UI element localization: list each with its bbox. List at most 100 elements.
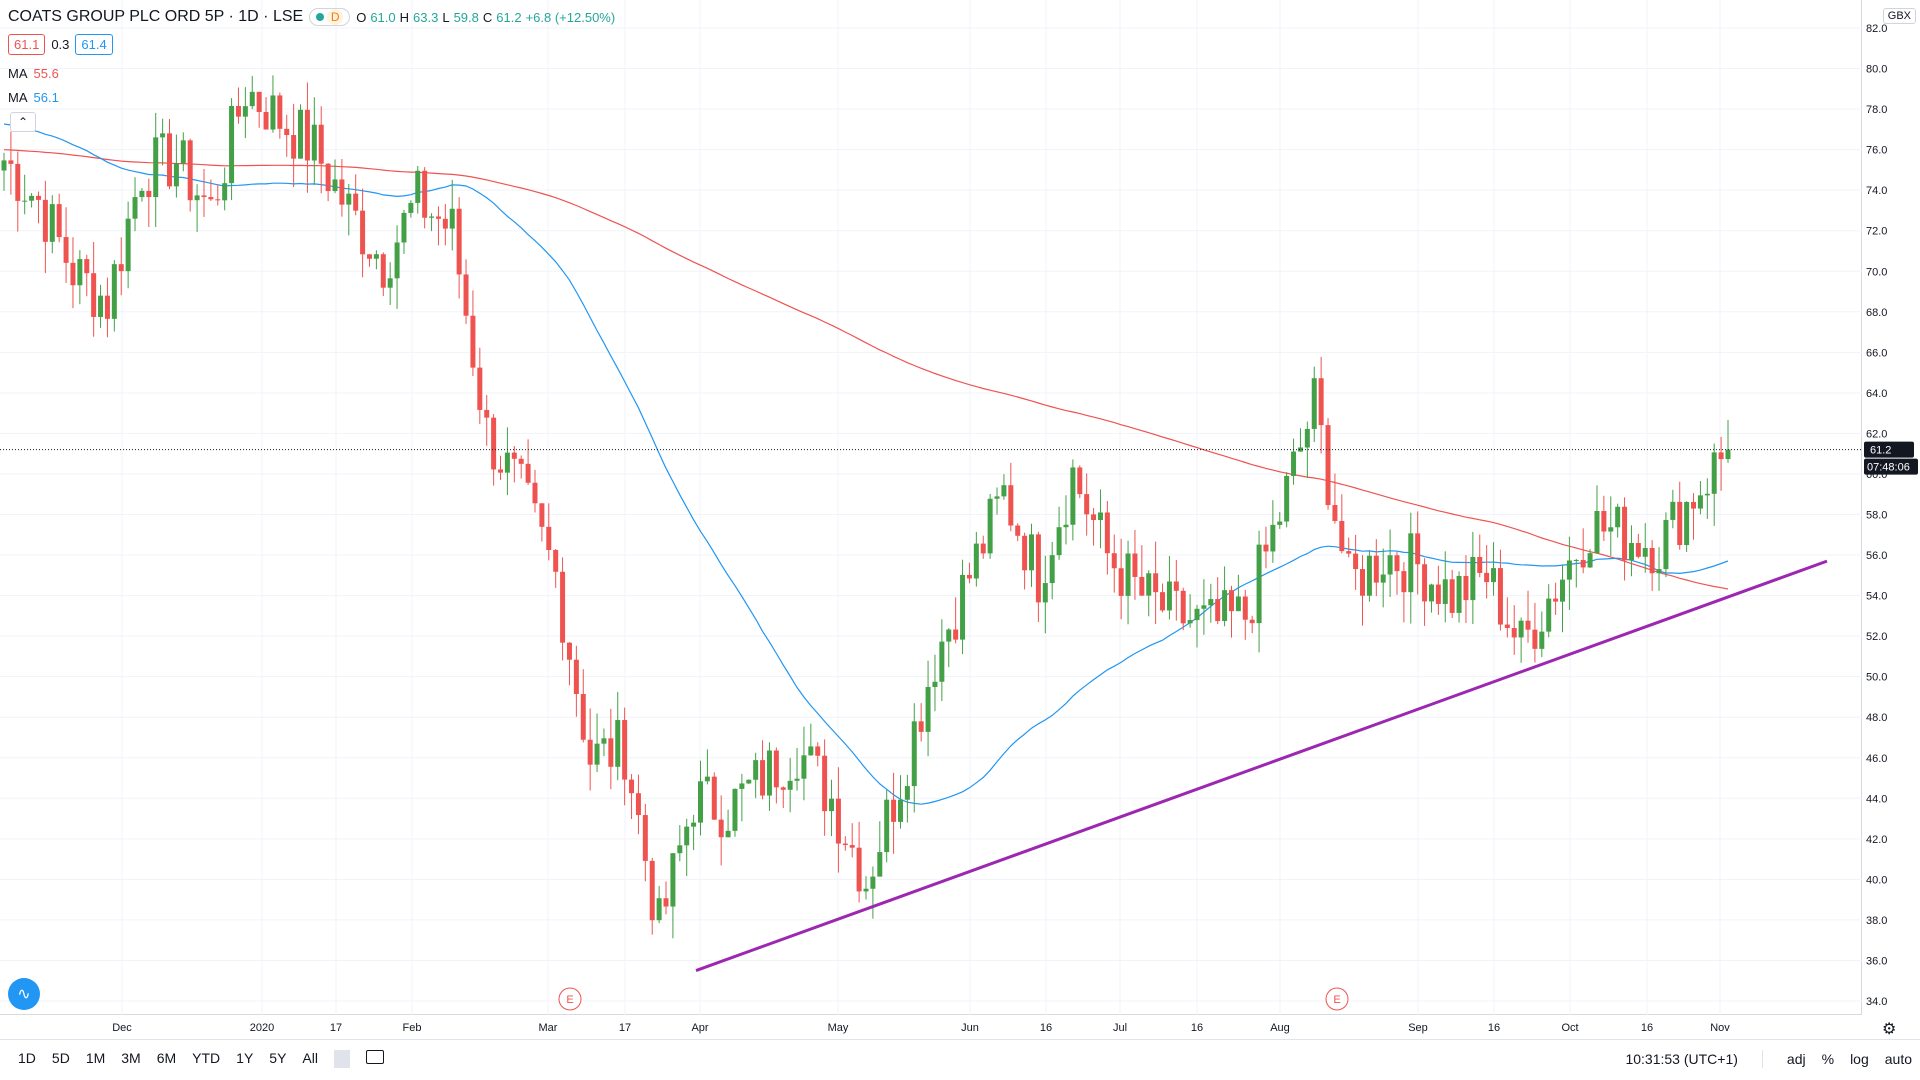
candle-body (498, 469, 504, 473)
candle-body (1553, 598, 1559, 602)
ask-price[interactable]: 61.4 (75, 34, 113, 55)
candle-body (146, 190, 152, 198)
candle-body (1139, 576, 1145, 596)
candle (684, 818, 690, 877)
adj-toggle[interactable]: adj (1786, 1051, 1806, 1067)
collapse-legend-button[interactable]: ⌃ (10, 112, 36, 132)
auto-scale-toggle[interactable]: auto (1884, 1051, 1912, 1067)
range-1d[interactable]: 1D (18, 1050, 36, 1066)
candle (1566, 536, 1572, 610)
clock-timezone[interactable]: 10:31:53 (UTC+1) (1625, 1051, 1738, 1067)
candle-body (153, 137, 159, 198)
market-status-pill[interactable]: D (309, 8, 351, 26)
candle-body (725, 830, 731, 838)
candle (1256, 530, 1262, 653)
candle-body (711, 776, 717, 820)
candle (498, 455, 504, 480)
candle (849, 823, 855, 858)
candle (939, 619, 945, 702)
settings-gear-icon[interactable]: ⚙ (1882, 1021, 1897, 1038)
candle (139, 188, 145, 202)
range-5y[interactable]: 5Y (269, 1050, 287, 1066)
candle-body (118, 264, 124, 272)
range-6m[interactable]: 6M (156, 1050, 177, 1066)
candle (98, 284, 104, 328)
time-tick-label: Sep (1408, 1022, 1428, 1034)
earnings-marker-label: E (1333, 994, 1340, 1006)
candle (615, 691, 621, 781)
candle (1187, 594, 1193, 628)
tradingview-logo-icon[interactable]: ∿ (8, 978, 40, 1010)
candle (49, 195, 55, 254)
candle-body (1063, 524, 1069, 528)
candle (629, 774, 635, 820)
candle (346, 183, 352, 236)
candle-body (284, 128, 290, 136)
candle (1656, 547, 1662, 591)
candle (1594, 485, 1600, 554)
range-1y[interactable]: 1Y (236, 1050, 254, 1066)
candle (1622, 497, 1628, 581)
candle (1097, 489, 1103, 549)
candle (118, 237, 124, 296)
candle-body (1084, 494, 1090, 515)
log-scale-toggle[interactable]: log (1850, 1051, 1869, 1067)
candle (1070, 459, 1076, 541)
ma-indicator-fast[interactable]: MA 56.1 (8, 90, 59, 105)
candle-body (1394, 555, 1400, 572)
range-3m[interactable]: 3M (121, 1050, 141, 1066)
candle-body (677, 845, 683, 854)
candle (249, 75, 255, 110)
candle (1442, 551, 1448, 623)
candle (1532, 602, 1538, 663)
go-to-date-icon[interactable] (358, 1050, 392, 1068)
ma-indicator-slow[interactable]: MA 55.6 (8, 66, 59, 81)
bid-price[interactable]: 61.1 (8, 34, 46, 55)
candle (1373, 539, 1379, 597)
candle-body (304, 109, 310, 161)
candle (1332, 473, 1338, 524)
candle-body (98, 295, 104, 317)
percent-scale-toggle[interactable]: % (1821, 1051, 1835, 1067)
candle-body (1346, 551, 1352, 554)
candle (870, 866, 876, 919)
candle-body (608, 738, 614, 767)
candle-body (877, 852, 883, 877)
time-axis[interactable]: Dec 2020 17 Feb Mar 17 Apr May Jun 16 Jul 16 Aug Sep 1… (0, 1015, 1862, 1039)
candle-body (1518, 620, 1524, 638)
price-axis[interactable]: 34.0 36.0 38.0 40.0 42.0 44.0 46.0 48.0 50.0 52.0… (1862, 0, 1920, 1015)
candle-body (1242, 596, 1248, 620)
candle (780, 786, 786, 809)
price-tick-label: 44.0 (1866, 793, 1887, 805)
range-5d[interactable]: 5D (51, 1050, 70, 1066)
range-1m[interactable]: 1M (85, 1050, 106, 1066)
candle-body (229, 105, 235, 184)
candle (1725, 419, 1731, 463)
candle (1166, 556, 1172, 620)
range-all[interactable]: All (302, 1050, 318, 1066)
candle-body (1477, 556, 1483, 573)
candle-body (477, 367, 483, 410)
candle (1649, 540, 1655, 591)
price-tick-label: 34.0 (1866, 996, 1887, 1008)
candle (111, 260, 117, 332)
candle-body (270, 95, 276, 130)
price-tick-label: 82.0 (1866, 23, 1887, 35)
candle (766, 742, 772, 811)
candle (960, 559, 966, 654)
candle (339, 158, 345, 217)
ohlc-close-label: C (482, 9, 493, 25)
candle (573, 645, 579, 717)
candle-body (746, 779, 752, 784)
currency-badge[interactable]: GBX (1882, 8, 1916, 24)
candle (1284, 472, 1290, 528)
candle (1180, 587, 1186, 631)
candle-body (918, 721, 924, 732)
candle (1325, 418, 1331, 510)
candle (291, 103, 297, 188)
candle-body (49, 204, 55, 242)
range-ytd[interactable]: YTD (192, 1050, 221, 1066)
candle-body (1401, 571, 1407, 593)
